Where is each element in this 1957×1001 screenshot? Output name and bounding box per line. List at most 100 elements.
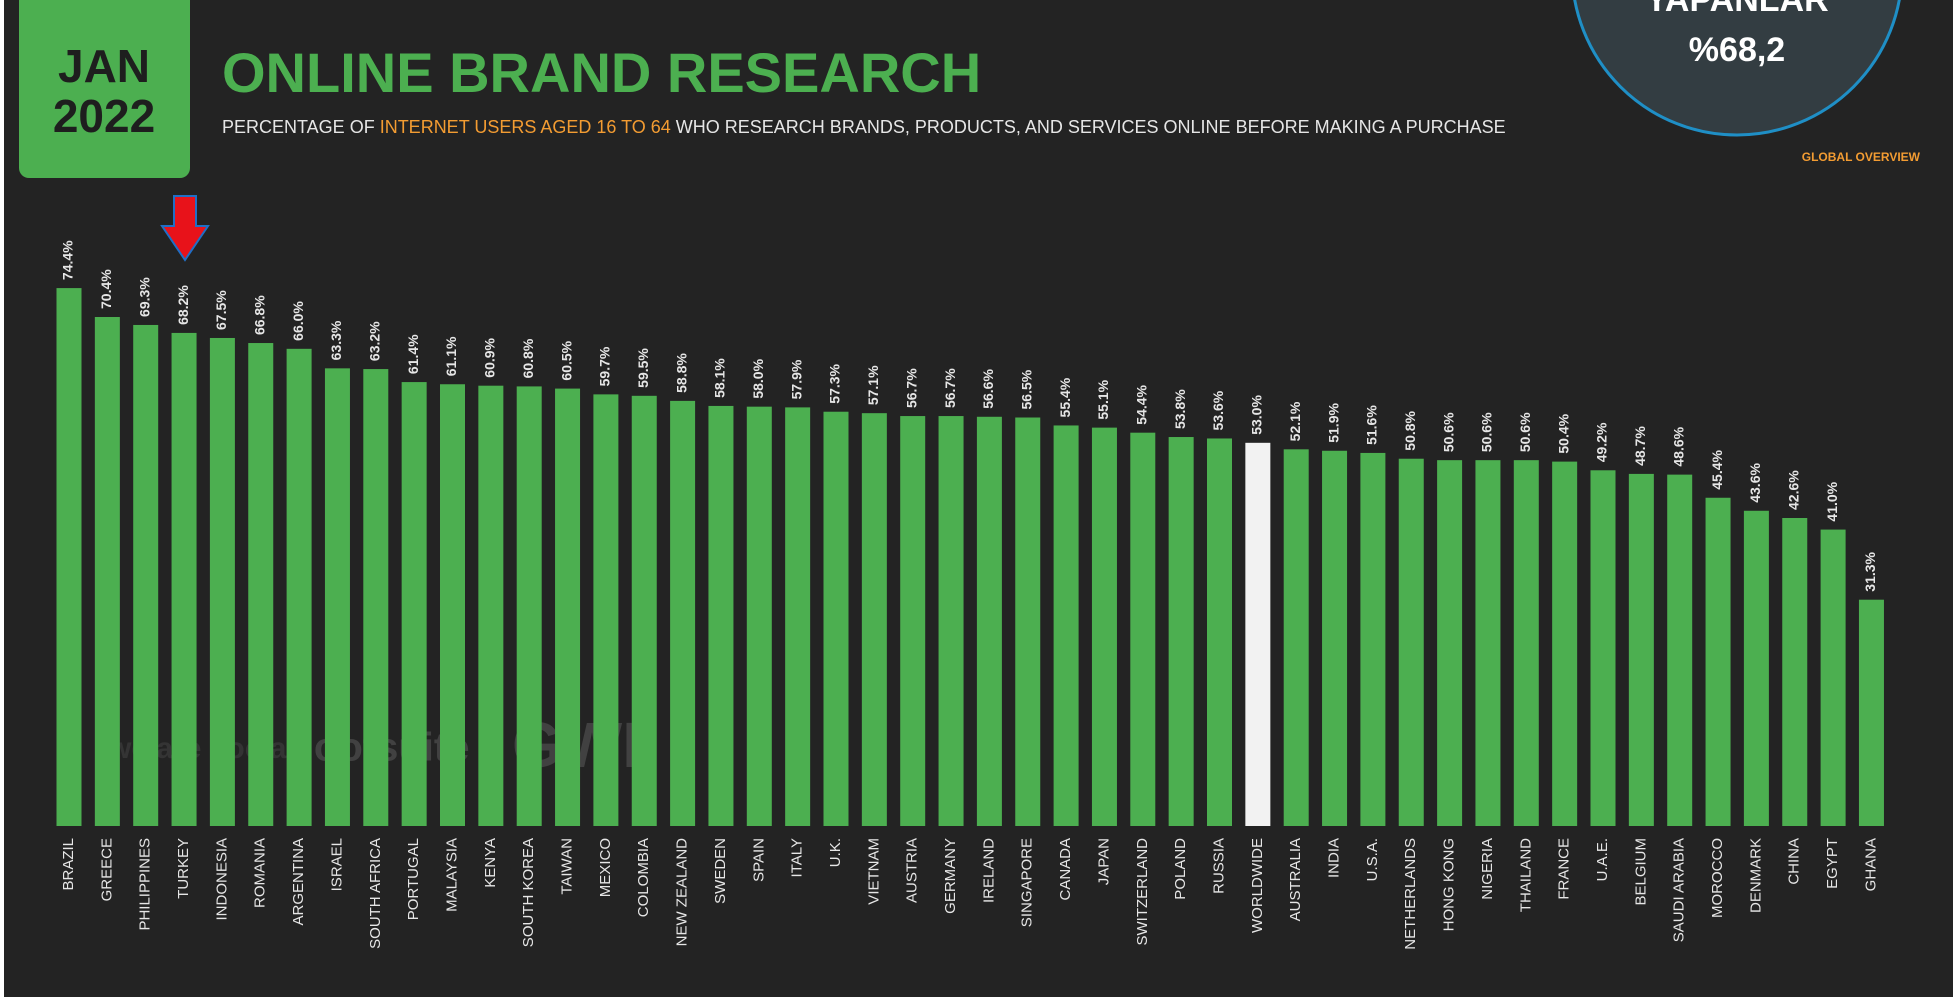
bar (785, 407, 811, 826)
year: 2022 (53, 90, 155, 142)
arrow-marker (160, 195, 210, 262)
value-label: 66.0% (290, 301, 306, 341)
bar (1437, 460, 1463, 826)
bar (209, 337, 235, 826)
value-label: 50.8% (1402, 410, 1418, 450)
x-tick-label: CANADA (1057, 838, 1074, 901)
chart-title: ONLINE BRAND RESEARCH (222, 41, 981, 104)
value-label: 58.8% (673, 353, 689, 393)
x-tick-label: RUSSIA (1210, 838, 1227, 894)
x-tick-label: NEW ZEALAND (674, 838, 691, 947)
subtitle-part: WHO RESEARCH BRANDS, PRODUCTS, AND SERVI… (671, 117, 1506, 137)
bar (401, 382, 427, 826)
value-label: 50.4% (1555, 413, 1571, 453)
x-tick-label: SINGAPORE (1019, 838, 1036, 927)
value-label: 54.4% (1134, 384, 1150, 424)
value-label: 56.7% (903, 368, 919, 408)
x-tick-label: BRAZIL (60, 838, 77, 891)
value-label: 70.4% (98, 269, 114, 309)
value-label: 58.0% (750, 358, 766, 398)
value-label: 60.8% (520, 338, 536, 378)
x-tick-label: HONG KONG (1441, 838, 1458, 931)
x-tick-label: MALAYSIA (443, 838, 460, 912)
bar (1398, 458, 1424, 826)
value-label: 53.0% (1249, 395, 1265, 435)
bar (631, 395, 657, 826)
bar (976, 416, 1002, 826)
x-tick-label: INDIA (1326, 838, 1343, 878)
subtitle-highlight: INTERNET USERS AGED 16 TO 64 (380, 117, 671, 137)
x-tick-label: AUSTRALIA (1287, 838, 1304, 921)
value-label: 56.7% (942, 368, 958, 408)
value-label: 56.6% (980, 369, 996, 409)
callout-value: %68,2 (1689, 31, 1785, 69)
bar (1552, 461, 1578, 826)
x-tick-label: KENYA (482, 838, 499, 888)
value-label: 43.6% (1747, 463, 1763, 503)
x-tick-label: SPAIN (750, 838, 767, 882)
x-tick-label: ROMANIA (252, 838, 269, 908)
x-tick-label: PORTUGAL (405, 838, 422, 920)
bar (555, 388, 581, 826)
x-tick-label: COLOMBIA (635, 838, 652, 917)
x-tick-label: THAILAND (1517, 838, 1534, 912)
x-tick-label: U.S.A. (1364, 838, 1381, 881)
bar (478, 385, 504, 826)
x-tick-label: FRANCE (1556, 838, 1573, 900)
value-label: 57.1% (865, 365, 881, 405)
value-label: 53.8% (1172, 389, 1188, 429)
value-label: 50.6% (1440, 412, 1456, 452)
value-label: 42.6% (1785, 470, 1801, 510)
value-label: 61.1% (443, 336, 459, 376)
bar (440, 384, 465, 826)
value-label: 68.2% (175, 285, 191, 325)
bar (708, 405, 734, 826)
x-tick-label: NIGERIA (1479, 838, 1496, 900)
bar (1475, 460, 1501, 826)
x-tick-label: NETHERLANDS (1402, 838, 1419, 950)
value-label: 55.4% (1057, 377, 1073, 417)
month: JAN (58, 40, 150, 92)
x-tick-label: GERMANY (942, 838, 959, 914)
value-label: 48.6% (1670, 426, 1686, 466)
date-box (19, 0, 190, 178)
bar (1743, 510, 1769, 826)
x-tick-label: GREECE (98, 838, 115, 901)
value-label: 51.9% (1325, 403, 1341, 443)
bar (900, 416, 926, 826)
subtitle: PERCENTAGE OF INTERNET USERS AGED 16 TO … (222, 117, 1506, 137)
bar (1091, 427, 1117, 826)
value-label: 63.3% (328, 320, 344, 360)
value-label: 50.6% (1479, 412, 1495, 452)
x-tick-label: ISRAEL (328, 838, 345, 891)
bar (56, 288, 82, 826)
bar (1168, 437, 1194, 826)
x-tick-label: SOUTH KOREA (520, 838, 537, 947)
x-tick-label: SOUTH AFRICA (367, 838, 384, 949)
bar (94, 317, 120, 826)
x-tick-label: DENMARK (1747, 838, 1764, 913)
x-tick-label: BELGIUM (1632, 838, 1649, 906)
value-label: 45.4% (1709, 450, 1725, 490)
value-label: 57.9% (788, 359, 804, 399)
value-label: 56.5% (1018, 369, 1034, 409)
bar (823, 411, 849, 826)
x-tick-label: SWITZERLAND (1134, 838, 1151, 946)
bar (1015, 417, 1041, 826)
x-tick-label: ARGENTINA (290, 838, 307, 926)
x-tick-label: SWEDEN (712, 838, 729, 904)
x-tick-label: TAIWAN (559, 838, 576, 895)
x-tick-label: SAUDI ARABIA (1671, 838, 1688, 942)
x-tick-label: MOROCCO (1709, 838, 1726, 918)
x-tick-label: JAPAN (1095, 838, 1112, 885)
x-tick-label: MEXICO (597, 838, 614, 897)
value-label: 52.1% (1287, 401, 1303, 441)
bar (248, 343, 274, 826)
value-label: 48.7% (1632, 426, 1648, 466)
value-label: 41.0% (1824, 481, 1840, 521)
bar (746, 406, 772, 826)
x-tick-label: TURKEY (175, 838, 192, 899)
bar (1360, 452, 1386, 826)
bar (1590, 470, 1616, 826)
